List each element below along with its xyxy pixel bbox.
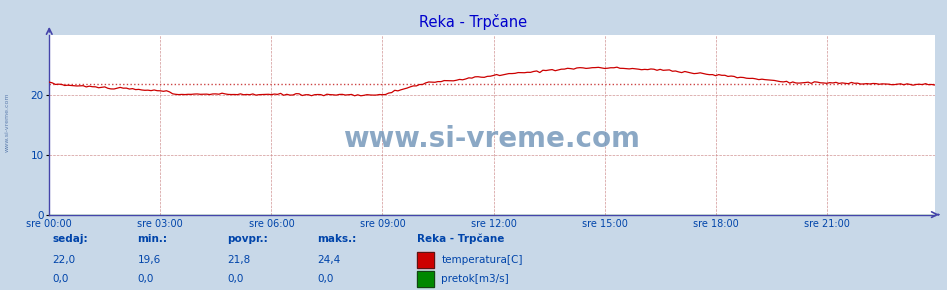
Text: 24,4: 24,4 — [317, 255, 341, 264]
Text: 22,0: 22,0 — [52, 255, 75, 264]
Text: 0,0: 0,0 — [317, 274, 333, 284]
Text: 0,0: 0,0 — [137, 274, 153, 284]
Text: Reka - Trpčane: Reka - Trpčane — [417, 234, 504, 244]
Text: temperatura[C]: temperatura[C] — [441, 255, 523, 264]
Text: 0,0: 0,0 — [227, 274, 243, 284]
Text: povpr.:: povpr.: — [227, 234, 268, 244]
Text: www.si-vreme.com: www.si-vreme.com — [5, 92, 10, 152]
Text: sedaj:: sedaj: — [52, 234, 88, 244]
Text: min.:: min.: — [137, 234, 168, 244]
Text: 0,0: 0,0 — [52, 274, 68, 284]
Text: maks.:: maks.: — [317, 234, 356, 244]
Text: www.si-vreme.com: www.si-vreme.com — [344, 125, 640, 153]
Text: 19,6: 19,6 — [137, 255, 161, 264]
Text: Reka - Trpčane: Reka - Trpčane — [420, 14, 527, 30]
Text: pretok[m3/s]: pretok[m3/s] — [441, 274, 509, 284]
Text: 21,8: 21,8 — [227, 255, 251, 264]
